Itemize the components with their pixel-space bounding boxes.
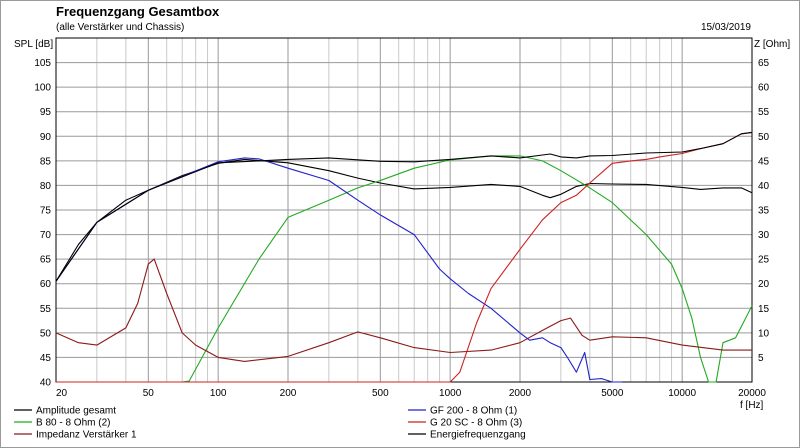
x-tick-label: 5000 [601, 388, 624, 399]
y-tick-label: 70 [40, 230, 52, 241]
x-tick-label: 1000 [439, 388, 462, 399]
y-tick-label: 40 [40, 378, 52, 389]
legend-label: Impedanz Verstärker 1 [36, 430, 137, 441]
legend-label: GF 200 - 8 Ohm (1) [430, 406, 517, 417]
chart-subtitle: (alle Verstärker und Chassis) [56, 22, 185, 33]
y2-tick-label: 60 [758, 83, 770, 94]
x-tick-label: 10000 [668, 388, 696, 399]
y-tick-label: 75 [40, 206, 52, 217]
legend-label: G 20 SC - 8 Ohm (3) [430, 418, 522, 429]
y2-tick-label: 35 [758, 206, 770, 217]
series-line-1 [56, 155, 753, 383]
y-tick-label: 85 [40, 156, 52, 167]
y2-tick-label: 15 [758, 304, 770, 315]
x-tick-label: 20 [56, 388, 68, 399]
legend-label: B 80 - 8 Ohm (2) [36, 418, 110, 429]
y2-tick-label: 10 [758, 328, 770, 339]
y-tick-label: 65 [40, 255, 52, 266]
y-tick-label: 95 [40, 107, 52, 118]
x-tick-label: 100 [210, 388, 227, 399]
y2-tick-label: 55 [758, 107, 770, 118]
y-tick-label: 105 [34, 58, 51, 69]
y2-tick-label: 25 [758, 255, 770, 266]
y-axis-label: SPL [dB] [14, 39, 53, 50]
series-line-5 [55, 131, 753, 282]
series-line-3 [55, 157, 622, 383]
y2-axis-label: Z [Ohm] [754, 39, 790, 50]
plot-grid [56, 38, 752, 382]
y-tick-label: 80 [40, 181, 52, 192]
y-tick-label: 60 [40, 279, 52, 290]
y2-tick-label: 45 [758, 156, 770, 167]
legend-label: Amplitude gesamt [36, 406, 116, 417]
y-tick-label: 45 [40, 353, 52, 364]
y-tick-label: 90 [40, 132, 52, 143]
x-tick-label: 2000 [509, 388, 532, 399]
x-axis-label: f [Hz] [740, 400, 764, 411]
y2-tick-label: 5 [758, 353, 764, 364]
tick-labels: 40 45 50 55 60 65 70 75 80 85 90 95 100 105 5 10 15 20 25 3… [34, 58, 769, 399]
x-tick-label: 500 [372, 388, 389, 399]
series-line-0 [55, 158, 753, 282]
chart-title: Frequenzgang Gesamtbox [56, 4, 220, 19]
x-tick-label: 200 [280, 388, 297, 399]
y2-tick-label: 40 [758, 181, 770, 192]
y-tick-label: 100 [34, 83, 51, 94]
y2-tick-label: 50 [758, 132, 770, 143]
x-tick-label: 20000 [738, 388, 766, 399]
y-tick-label: 55 [40, 304, 52, 315]
y2-tick-label: 65 [758, 58, 770, 69]
series-line-2 [55, 258, 752, 362]
y-tick-label: 50 [40, 328, 52, 339]
series-layer [55, 131, 753, 383]
x-tick-label: 50 [143, 388, 155, 399]
y2-tick-label: 20 [758, 279, 770, 290]
legend-label: Energiefrequenzgang [430, 430, 526, 441]
y2-tick-label: 30 [758, 230, 770, 241]
chart-date: 15/03/2019 [700, 22, 751, 33]
